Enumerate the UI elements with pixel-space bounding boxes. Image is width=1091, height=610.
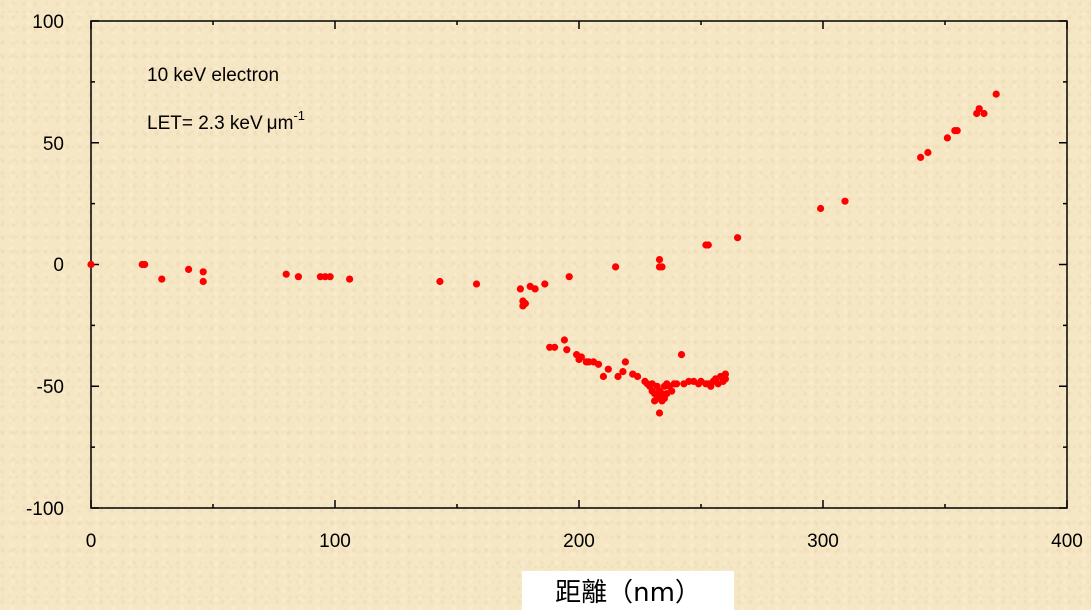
data-point — [560, 336, 569, 344]
data-point — [294, 273, 302, 281]
data-point — [614, 372, 622, 381]
data-point — [634, 372, 642, 381]
data-point — [346, 275, 354, 283]
data-point — [577, 353, 586, 361]
data-point — [599, 372, 608, 381]
data-point — [551, 343, 559, 351]
data-point — [436, 277, 444, 286]
data-point — [185, 265, 193, 273]
x-tick-label: 400 — [1051, 531, 1083, 552]
annotation-let: LET= 2.3 keV μm-1 — [147, 108, 305, 134]
data-point — [541, 280, 549, 288]
annotation-let-exp: -1 — [293, 108, 305, 123]
data-point — [326, 273, 334, 281]
data-point — [619, 368, 627, 376]
x-tick-label: 200 — [563, 531, 595, 552]
data-point — [158, 275, 166, 283]
y-tick-label: 100 — [32, 12, 64, 33]
data-point — [621, 358, 630, 366]
data-point — [673, 380, 681, 388]
y-tick-label: -50 — [37, 377, 64, 398]
data-point — [612, 263, 620, 271]
data-point — [924, 148, 932, 157]
data-point — [953, 127, 961, 135]
data-point — [721, 375, 730, 383]
annotation-electron: 10 keV electron — [147, 65, 279, 86]
x-tick-label: 300 — [807, 531, 839, 552]
data-point — [992, 90, 1000, 98]
x-axis-label: 距離（nm） — [522, 571, 734, 610]
data-point — [531, 285, 539, 293]
data-point — [655, 256, 664, 264]
data-point — [655, 409, 664, 417]
y-tick-label: 0 — [53, 255, 64, 276]
data-point — [658, 263, 666, 271]
x-tick-label: 0 — [86, 531, 97, 552]
data-point — [521, 299, 529, 308]
data-point — [199, 268, 207, 276]
data-point — [594, 360, 603, 368]
data-point — [282, 270, 290, 278]
data-points — [87, 90, 1000, 417]
data-point — [141, 260, 149, 269]
annotation-let-main: LET= 2.3 keV — [147, 113, 263, 134]
data-point — [516, 285, 525, 293]
x-tick-label: 100 — [319, 531, 351, 552]
data-point — [704, 241, 712, 249]
data-point — [917, 153, 925, 161]
annotation-let-mu: μ — [267, 113, 278, 134]
data-point — [563, 346, 571, 354]
data-point — [943, 134, 952, 142]
data-point — [734, 234, 742, 242]
data-point — [980, 109, 988, 118]
data-point — [817, 204, 825, 213]
data-point — [975, 105, 983, 113]
plot-area-frame — [90, 20, 1068, 509]
y-tick-label: 50 — [43, 134, 64, 155]
data-point — [472, 280, 481, 288]
axis-ticks — [90, 20, 1068, 509]
axis-tick-labels: 0 100 200 300 400 100 50 0 -50 -100 — [26, 12, 1083, 552]
data-point — [677, 351, 686, 359]
data-point — [199, 277, 207, 286]
y-tick-label: -100 — [26, 499, 64, 520]
annotation-let-unit: m — [278, 113, 294, 134]
data-point — [565, 273, 573, 281]
data-point — [604, 365, 612, 373]
data-point — [841, 197, 849, 205]
data-point — [87, 260, 95, 269]
data-point — [668, 387, 676, 395]
